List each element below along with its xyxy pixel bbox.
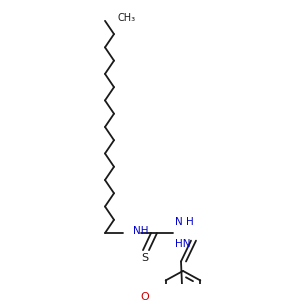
Text: NH: NH [133,226,148,236]
Text: O: O [140,292,149,300]
Text: N H: N H [175,218,194,227]
Text: CH₃: CH₃ [117,13,135,23]
Text: HN: HN [175,239,190,249]
Text: S: S [141,253,148,263]
